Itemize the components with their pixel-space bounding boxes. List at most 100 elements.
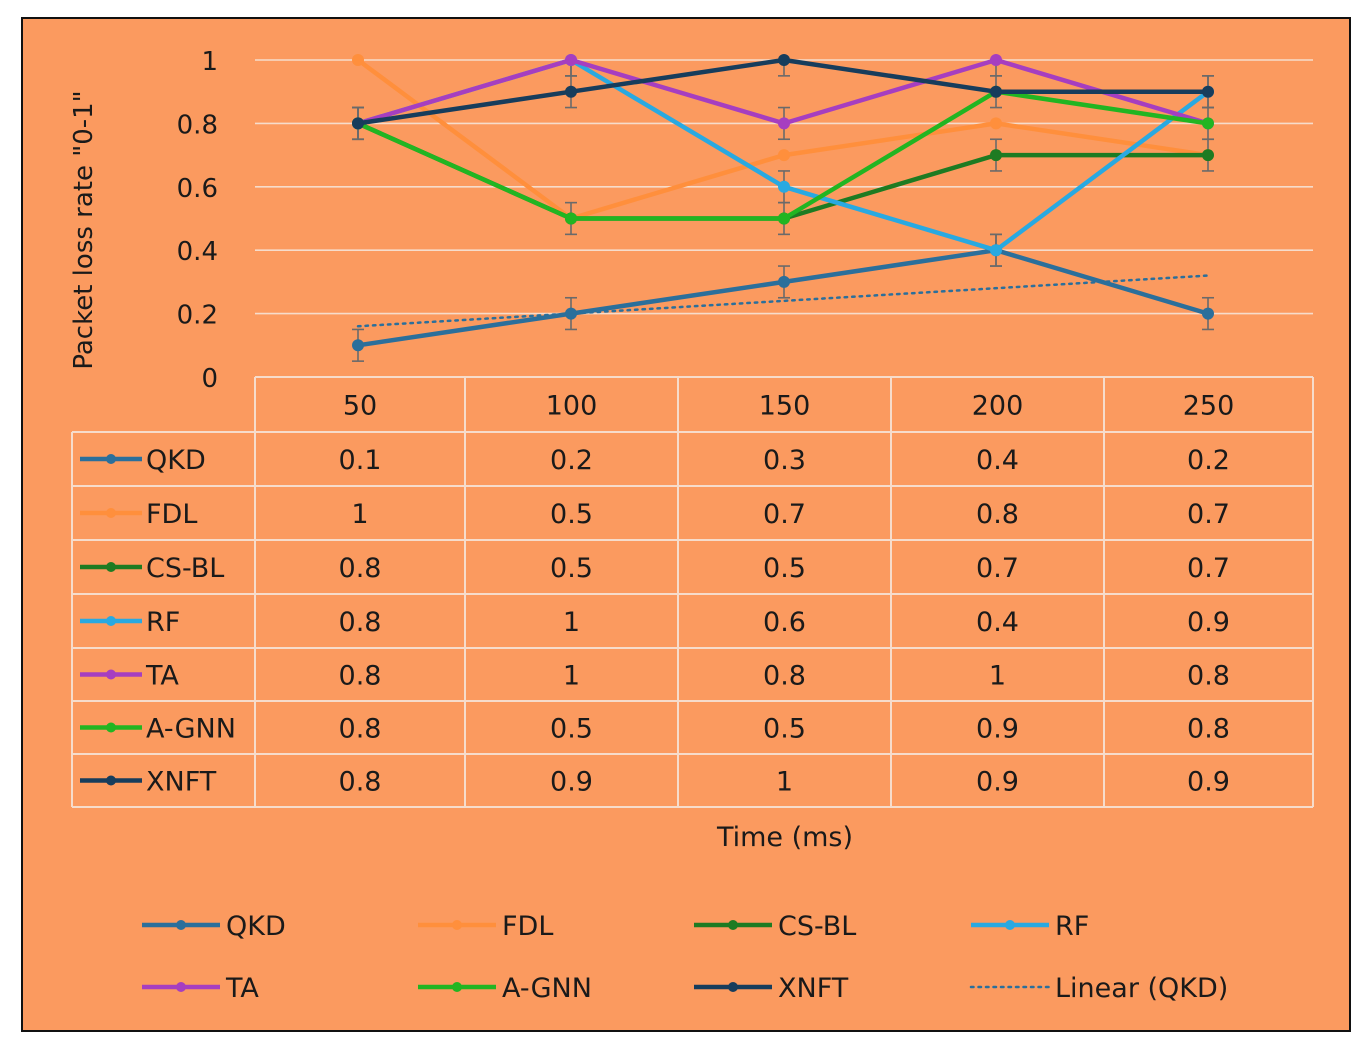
y-axis-ticks: 0 0.2 0.4 0.6 0.8 1 bbox=[177, 47, 218, 394]
legend-label: RF bbox=[1055, 911, 1089, 942]
table-cell-value: 0.8 bbox=[976, 499, 1019, 530]
legend-item-rf: RF bbox=[971, 911, 1089, 942]
data-point-rf bbox=[778, 180, 790, 193]
table-cell-value: 0.8 bbox=[339, 607, 382, 638]
data-point-qkd bbox=[778, 275, 790, 288]
series-lines bbox=[352, 54, 1214, 362]
y-axis-label: Packet loss rate "0-1" bbox=[69, 90, 99, 369]
table-legend-marker-a-gnn bbox=[106, 722, 116, 733]
y-tick-label: 0.8 bbox=[177, 110, 218, 140]
legend-marker bbox=[452, 982, 462, 992]
data-point-cs-bl bbox=[990, 149, 1002, 162]
table-cell-value: 1 bbox=[563, 607, 580, 638]
table-cell-value: 0.2 bbox=[1187, 445, 1230, 476]
x-tick-label: 250 bbox=[1183, 391, 1235, 422]
data-point-fdl bbox=[990, 117, 1002, 130]
table-legend-marker-rf bbox=[106, 616, 116, 626]
data-table: 50 100 150 200 250 QKD 0.1 0.2 0.3 0.4 0.2 FDL 1 0.5 0… bbox=[71, 376, 1314, 808]
data-point-xnft bbox=[990, 85, 1002, 98]
legend: QKD FDL CS-BL RF TA A-GNN XNFT Linear (QKD) bbox=[142, 911, 1228, 1004]
table-cell-value: 0.8 bbox=[1187, 714, 1230, 745]
table-cell-value: 0.6 bbox=[763, 607, 806, 638]
table-cell-value: 0.8 bbox=[339, 553, 382, 584]
legend-item-xnft: XNFT bbox=[694, 973, 849, 1004]
legend-item-qkd: QKD bbox=[142, 911, 286, 942]
table-legend-marker-ta bbox=[106, 669, 116, 680]
table-cell-value: 1 bbox=[989, 661, 1006, 692]
data-point-xnft bbox=[778, 54, 790, 66]
legend-marker bbox=[176, 982, 186, 992]
table-series-name: QKD bbox=[146, 445, 206, 476]
legend-label: QKD bbox=[226, 911, 286, 942]
legend-marker bbox=[452, 920, 462, 930]
x-axis-label: Time (ms) bbox=[716, 822, 853, 853]
legend-label: FDL bbox=[502, 911, 553, 942]
data-point-fdl bbox=[352, 54, 364, 66]
y-tick-label: 1 bbox=[201, 47, 218, 77]
table-cell-value: 0.8 bbox=[763, 661, 806, 692]
data-point-a-gnn bbox=[1202, 117, 1214, 130]
legend-item-linear-qkd-: Linear (QKD) bbox=[969, 973, 1228, 1004]
table-legend-marker-xnft bbox=[106, 775, 116, 786]
table-cell-value: 0.9 bbox=[1187, 767, 1230, 798]
legend-marker bbox=[1005, 920, 1015, 930]
y-tick-label: 0.6 bbox=[177, 174, 218, 204]
legend-label: Linear (QKD) bbox=[1055, 973, 1228, 1004]
table-legend-marker-fdl bbox=[106, 508, 116, 518]
table-series-name: XNFT bbox=[146, 767, 217, 798]
legend-item-a-gnn: A-GNN bbox=[418, 973, 592, 1004]
legend-item-ta: TA bbox=[142, 973, 259, 1004]
table-cell-value: 0.7 bbox=[763, 499, 806, 530]
data-point-ta bbox=[565, 54, 577, 66]
x-tick-label: 150 bbox=[759, 391, 811, 422]
data-point-a-gnn bbox=[565, 212, 577, 225]
table-cell-value: 0.7 bbox=[976, 553, 1019, 584]
data-point-xnft bbox=[565, 85, 577, 98]
legend-label: TA bbox=[225, 973, 259, 1004]
table-cell-value: 0.8 bbox=[339, 661, 382, 692]
data-point-fdl bbox=[778, 149, 790, 162]
table-cell-value: 0.5 bbox=[550, 553, 593, 584]
legend-label: CS-BL bbox=[778, 911, 856, 942]
table-cell-value: 0.8 bbox=[339, 767, 382, 798]
data-point-qkd bbox=[352, 339, 364, 352]
data-point-a-gnn bbox=[778, 212, 790, 225]
table-cell-value: 0.4 bbox=[976, 445, 1019, 476]
legend-marker bbox=[728, 982, 738, 992]
y-tick-label: 0 bbox=[201, 364, 218, 394]
table-cell-value: 0.1 bbox=[339, 445, 382, 476]
legend-label: XNFT bbox=[778, 973, 849, 1004]
table-cell-value: 0.5 bbox=[550, 714, 593, 745]
table-cell-value: 0.5 bbox=[550, 499, 593, 530]
data-point-xnft bbox=[352, 117, 364, 130]
legend-marker bbox=[176, 920, 186, 930]
table-cell-value: 1 bbox=[776, 767, 793, 798]
table-cell-value: 0.9 bbox=[1187, 607, 1230, 638]
table-cell-value: 0.3 bbox=[763, 445, 806, 476]
legend-item-cs-bl: CS-BL bbox=[694, 911, 856, 942]
table-cell-value: 0.7 bbox=[1187, 499, 1230, 530]
table-cell-value: 0.9 bbox=[550, 767, 593, 798]
table-series-name: RF bbox=[146, 607, 180, 638]
table-cell-value: 0.9 bbox=[976, 767, 1019, 798]
table-cell-value: 0.9 bbox=[976, 714, 1019, 745]
table-cell-value: 1 bbox=[563, 661, 580, 692]
table-cell-value: 0.2 bbox=[550, 445, 593, 476]
table-cell-value: 0.7 bbox=[1187, 553, 1230, 584]
table-series-name: TA bbox=[145, 661, 179, 692]
table-cell-value: 0.8 bbox=[339, 714, 382, 745]
data-point-ta bbox=[778, 117, 790, 130]
series-xnft bbox=[352, 54, 1214, 130]
data-point-qkd bbox=[565, 307, 577, 320]
data-point-rf bbox=[990, 244, 1002, 257]
chart-background bbox=[21, 17, 1351, 1032]
trendline-linear-qkd bbox=[356, 274, 1210, 328]
x-tick-label: 200 bbox=[972, 391, 1024, 422]
table-cell-value: 1 bbox=[351, 499, 368, 530]
data-point-qkd bbox=[1202, 307, 1214, 320]
data-point-ta bbox=[990, 54, 1002, 66]
data-point-cs-bl bbox=[1202, 149, 1214, 162]
legend-label: A-GNN bbox=[502, 973, 592, 1004]
